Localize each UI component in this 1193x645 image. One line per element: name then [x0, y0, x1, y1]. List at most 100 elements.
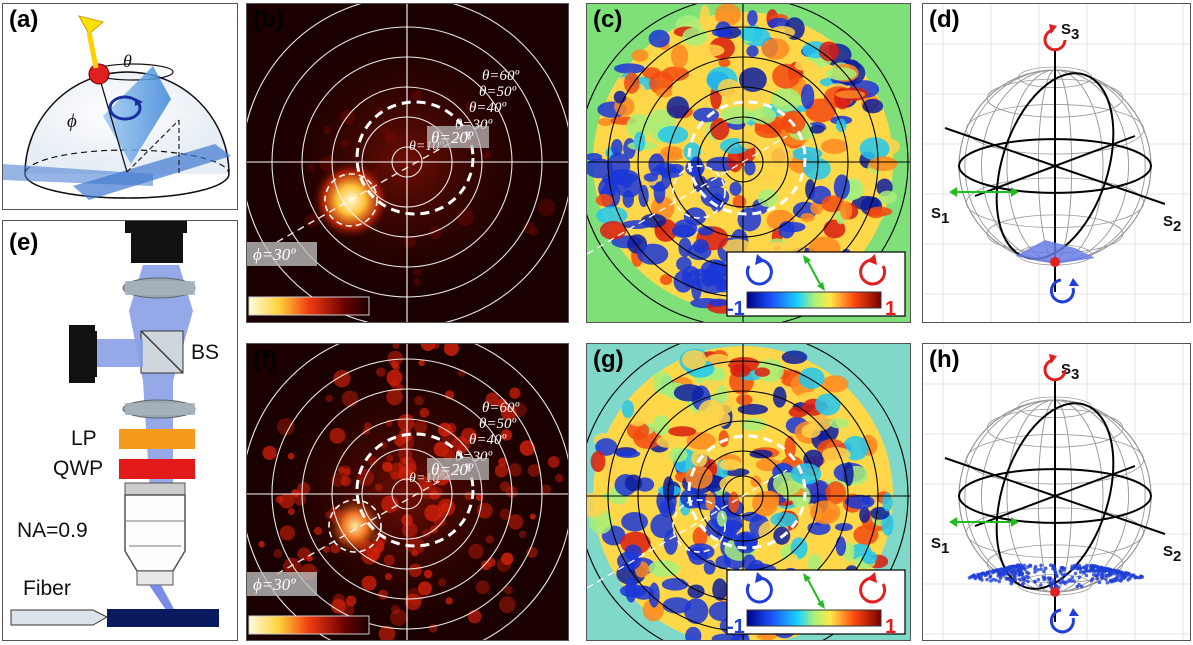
s1-axis: [974, 465, 1136, 527]
highlight-label-box: [427, 126, 489, 148]
stokes-blob: [722, 239, 752, 254]
speckle: [345, 595, 357, 607]
speckle: [343, 468, 351, 476]
phi-label: ϕ=30º: [253, 245, 296, 264]
stokes-blob: [648, 29, 670, 48]
data-point: [1055, 574, 1059, 579]
stokes-blob: [615, 173, 642, 198]
stokes-blob: [706, 177, 725, 188]
stokes-blob: [821, 138, 848, 154]
panel-f: θ=60º θ=50º θ=40º θ=30º θ=10º θ=20º ϕ=30º (f): [246, 343, 569, 641]
speckle: [503, 585, 513, 595]
stokes-blob: [686, 432, 716, 450]
poincare-sphere: S 3S 1 S 2: [923, 4, 1190, 322]
speckle: [341, 139, 350, 148]
speckle: [313, 526, 323, 536]
speckle: [526, 546, 538, 558]
stokes-blob: [807, 553, 822, 573]
data-point: [1042, 569, 1046, 574]
stokes-blob: [613, 63, 645, 74]
stokes-blob: [814, 393, 841, 416]
speckle: [419, 407, 430, 418]
colorbar: [746, 609, 882, 627]
speckle: [381, 495, 399, 514]
data-point: [1104, 577, 1108, 582]
stokes-blob: [587, 158, 614, 179]
data-point: [969, 574, 974, 579]
speckle: [279, 525, 295, 541]
speckle: [384, 573, 392, 581]
speckle: [468, 543, 484, 559]
speckle: [406, 536, 425, 555]
speckle: [443, 344, 459, 357]
stokes-blob: [878, 190, 897, 204]
stokes-blob: [623, 72, 640, 94]
colorbar-max: 1: [885, 298, 897, 320]
stokes-blob: [648, 560, 680, 578]
speckle: [387, 350, 403, 367]
stokes-blob: [714, 4, 741, 27]
speckle: [376, 367, 386, 377]
data-point: [1026, 579, 1030, 584]
speckle: [277, 418, 295, 436]
right-circular-icon: [859, 254, 887, 286]
panel-g: (g) -1 1: [586, 343, 911, 641]
data-point: [1123, 574, 1128, 579]
data-point: [1020, 582, 1024, 587]
data-point: [1046, 576, 1051, 580]
data-point: [1009, 565, 1013, 569]
poincare-sphere: S 3S 1 S 2: [923, 344, 1190, 640]
stokes-blob: [626, 421, 650, 440]
stokes-blob: [692, 526, 708, 547]
stokes-blob: [800, 84, 815, 110]
data-point: [1096, 566, 1101, 570]
data-point: [986, 571, 991, 576]
highlight-ring: [355, 100, 475, 216]
svg-text:3: 3: [1071, 26, 1079, 43]
stokes-blob: [807, 520, 831, 536]
speckle: [467, 609, 482, 624]
stokes-blob: [656, 435, 680, 448]
data-point: [1077, 575, 1082, 579]
stokes-blob: [597, 117, 614, 127]
ring-label: θ=50º: [479, 84, 516, 100]
svg-text:S: S: [1163, 543, 1173, 560]
speckle: [464, 101, 474, 111]
data-point: [1062, 566, 1067, 571]
speckle: [408, 563, 422, 578]
stokes-blob: [681, 349, 707, 370]
quarter-wave-plate: [119, 459, 195, 479]
stokes-blob: [587, 492, 608, 518]
speckle: [440, 502, 450, 513]
stokes-blob: [692, 175, 708, 193]
stokes-blob: [646, 109, 677, 131]
spot-ring: [324, 173, 378, 227]
speckle: [404, 593, 422, 611]
s1-axis: [974, 135, 1136, 197]
na-label: NA=0.9: [17, 519, 88, 542]
speckle: [437, 422, 452, 437]
speckle: [418, 359, 425, 367]
data-point: [1033, 570, 1037, 574]
data-point: [1033, 564, 1038, 569]
stokes-blob: [791, 147, 823, 161]
panel-b: θ=60º θ=50º θ=40º θ=30º θ=10º θ=20º ϕ=30º (b): [246, 3, 569, 323]
stokes-blob: [843, 461, 854, 487]
speckle: [420, 640, 432, 641]
waveguide-1: [73, 144, 231, 200]
data-point: [989, 579, 993, 583]
lp-label: LP: [71, 427, 97, 450]
data-point: [1039, 563, 1043, 568]
stokes-blob: [835, 522, 853, 532]
stokes-blob: [648, 582, 660, 608]
speckle: [433, 441, 449, 457]
data-point: [1095, 576, 1099, 581]
stokes-blob: [660, 274, 673, 285]
stokes-blob: [794, 59, 818, 71]
right-circular-icon: [1043, 354, 1067, 382]
linear-polarization-icon: [803, 255, 825, 291]
phi-line: [276, 453, 488, 575]
data-cluster: [1015, 240, 1095, 264]
linear-polarizer: [119, 429, 195, 449]
